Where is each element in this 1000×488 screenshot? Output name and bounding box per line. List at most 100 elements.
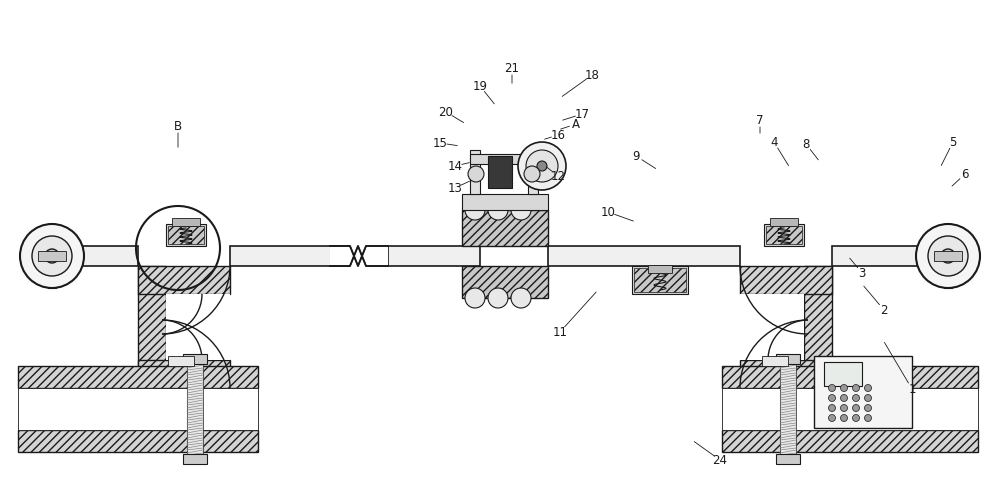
Bar: [824, 362, 862, 386]
Text: 15: 15: [433, 137, 447, 150]
Text: 14: 14: [448, 160, 463, 173]
Text: 7: 7: [756, 114, 764, 127]
Bar: [52, 246, 138, 266]
Text: 5: 5: [949, 136, 957, 149]
Bar: [166, 224, 206, 246]
Bar: [722, 366, 978, 388]
Circle shape: [852, 405, 860, 412]
Bar: [470, 151, 480, 195]
Circle shape: [852, 385, 860, 392]
Circle shape: [864, 405, 872, 412]
Circle shape: [840, 395, 848, 402]
Text: 24: 24: [712, 453, 728, 467]
Text: 8: 8: [802, 138, 810, 151]
Bar: [183, 454, 207, 464]
Bar: [48, 224, 56, 288]
Bar: [462, 195, 548, 210]
Bar: [166, 294, 230, 360]
Text: 21: 21: [505, 62, 520, 75]
Text: 4: 4: [770, 136, 778, 149]
Bar: [944, 224, 952, 288]
Bar: [832, 246, 948, 266]
Bar: [388, 246, 480, 266]
Circle shape: [518, 142, 566, 191]
Circle shape: [828, 395, 836, 402]
Text: 13: 13: [448, 182, 462, 195]
Circle shape: [488, 201, 508, 221]
Circle shape: [465, 201, 485, 221]
Bar: [648, 265, 672, 273]
Bar: [18, 366, 258, 388]
Circle shape: [465, 288, 485, 308]
Bar: [462, 210, 548, 246]
Bar: [528, 151, 538, 195]
Text: 16: 16: [550, 129, 566, 142]
Text: B: B: [174, 120, 182, 133]
Bar: [722, 430, 978, 452]
Bar: [187, 356, 203, 462]
Bar: [172, 219, 200, 226]
Bar: [168, 356, 194, 366]
Text: 3: 3: [858, 267, 866, 280]
Text: 10: 10: [601, 206, 615, 219]
Circle shape: [864, 415, 872, 422]
Bar: [138, 360, 230, 388]
Bar: [804, 266, 832, 388]
Bar: [762, 356, 788, 366]
Bar: [780, 356, 796, 462]
Circle shape: [468, 167, 484, 183]
Circle shape: [537, 162, 547, 172]
Circle shape: [488, 288, 508, 308]
Circle shape: [916, 224, 980, 288]
Bar: [488, 157, 512, 189]
Bar: [632, 266, 688, 294]
Bar: [722, 388, 978, 430]
Text: 12: 12: [550, 170, 566, 183]
Circle shape: [840, 415, 848, 422]
Circle shape: [20, 224, 84, 288]
Bar: [634, 268, 686, 292]
Bar: [740, 360, 832, 388]
Bar: [776, 354, 800, 364]
Bar: [740, 266, 832, 294]
Bar: [18, 388, 258, 430]
Bar: [776, 454, 800, 464]
Circle shape: [511, 288, 531, 308]
Text: 2: 2: [880, 304, 888, 317]
Bar: [764, 224, 804, 246]
Bar: [548, 246, 740, 266]
Circle shape: [524, 167, 540, 183]
Bar: [814, 356, 912, 428]
Text: 6: 6: [961, 168, 969, 181]
Circle shape: [526, 151, 558, 183]
Text: 20: 20: [439, 106, 453, 119]
Text: 18: 18: [585, 69, 599, 82]
Circle shape: [828, 385, 836, 392]
Bar: [138, 266, 230, 294]
Circle shape: [852, 415, 860, 422]
Circle shape: [828, 415, 836, 422]
Bar: [230, 246, 348, 266]
Bar: [470, 155, 538, 164]
Circle shape: [864, 385, 872, 392]
Text: 19: 19: [473, 81, 488, 93]
Circle shape: [511, 201, 531, 221]
Circle shape: [840, 405, 848, 412]
Circle shape: [840, 385, 848, 392]
Text: 9: 9: [632, 150, 640, 163]
Bar: [138, 266, 166, 388]
Bar: [462, 266, 548, 298]
Circle shape: [941, 249, 955, 264]
Text: 1: 1: [908, 383, 916, 396]
Bar: [18, 430, 258, 452]
Bar: [934, 251, 962, 262]
Bar: [183, 354, 207, 364]
Text: A: A: [572, 118, 580, 131]
Bar: [740, 294, 804, 360]
Circle shape: [928, 237, 968, 276]
Text: 17: 17: [574, 108, 590, 121]
Circle shape: [32, 237, 72, 276]
Bar: [168, 226, 204, 244]
Circle shape: [828, 405, 836, 412]
Text: 11: 11: [552, 326, 568, 339]
